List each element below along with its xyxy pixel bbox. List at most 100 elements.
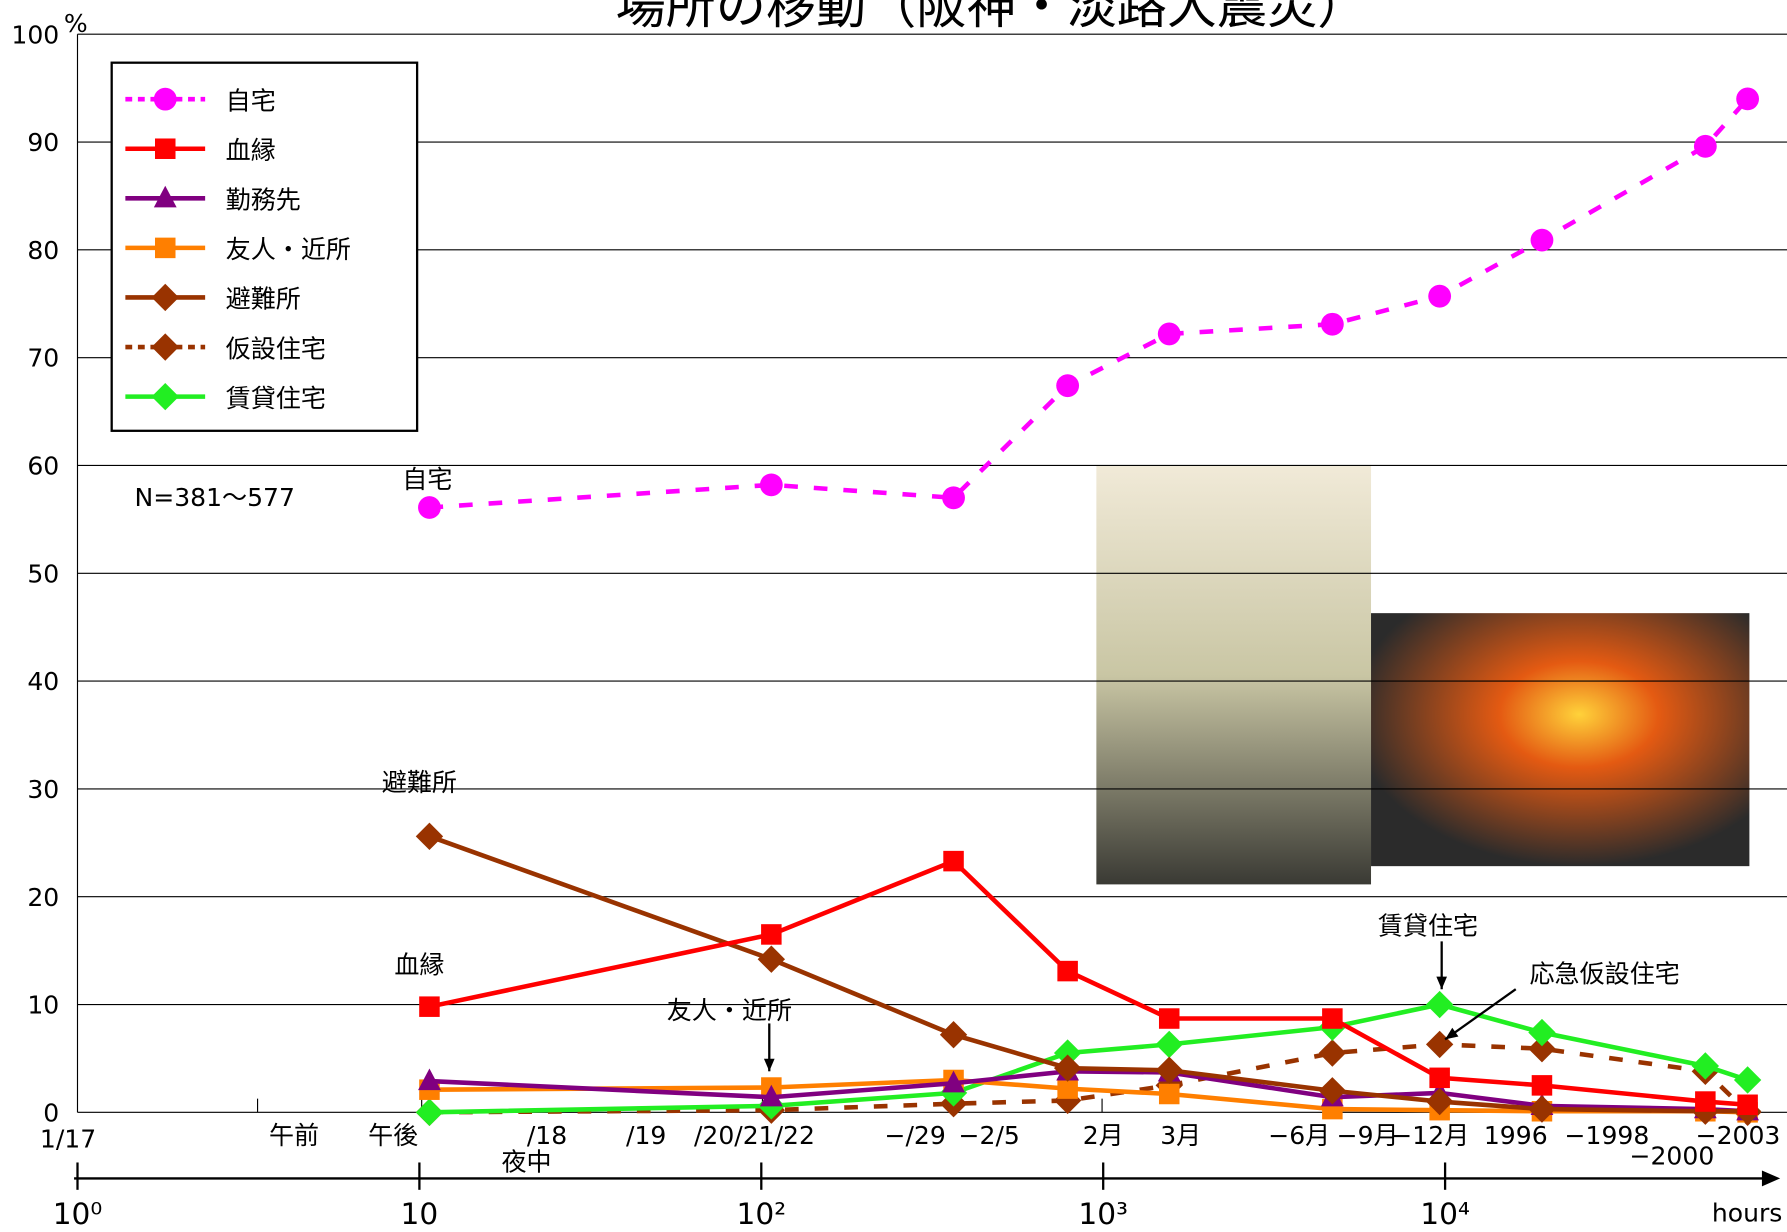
annotation: 賃貸住宅 <box>1378 912 1478 941</box>
y-tick-label: 60 <box>27 452 59 481</box>
point <box>942 1070 965 1093</box>
point <box>415 822 444 851</box>
series-line <box>429 97 1750 510</box>
point <box>1428 284 1452 308</box>
point <box>1158 1008 1180 1029</box>
x-tick-label: 10² <box>737 1196 787 1231</box>
legend-label: 血縁 <box>226 136 276 165</box>
photo-building <box>1096 464 1372 885</box>
point <box>1425 1087 1454 1116</box>
period-label: −/29 <box>884 1121 945 1150</box>
series-line <box>428 834 1748 1114</box>
point <box>1429 1067 1450 1089</box>
arrow-head <box>763 1058 775 1072</box>
y-tick-label: 90 <box>27 128 59 157</box>
period-label: 夜中 <box>501 1147 551 1176</box>
point <box>151 283 179 312</box>
annotation: 応急仮設住宅 <box>1529 959 1679 988</box>
y-tick-label: 100 <box>11 20 59 49</box>
arrow-head <box>1445 1027 1459 1040</box>
period-label: −2003 <box>1696 1121 1781 1150</box>
chart-title: 場所の移動（阪神・淡路大震災） <box>616 0 1368 35</box>
period-label: 3月 <box>1160 1121 1201 1150</box>
point <box>1531 1075 1553 1096</box>
legend-label: 賃貸住宅 <box>226 384 326 413</box>
point <box>943 850 964 872</box>
legend-label: 勤務先 <box>226 186 301 215</box>
annotation: 友人・近所 <box>667 996 792 1025</box>
point <box>1528 1095 1556 1123</box>
annotation: 自宅 <box>402 465 452 494</box>
legend-label: 友人・近所 <box>226 235 351 264</box>
point <box>759 473 783 497</box>
point <box>761 924 782 945</box>
point <box>154 138 176 159</box>
point <box>1155 1056 1183 1084</box>
point <box>939 1021 968 1049</box>
point <box>1322 1008 1343 1029</box>
annotation: 避難所 <box>382 768 457 797</box>
period-label: 1/17 <box>40 1125 96 1154</box>
y-tick-label: 10 <box>27 991 59 1020</box>
series-line <box>429 1069 1748 1114</box>
series-line <box>429 1002 1749 1115</box>
point <box>1155 1030 1183 1059</box>
period-label: /19 <box>626 1121 666 1150</box>
x-tick-label: 10 <box>401 1196 439 1231</box>
x-tick-label: 10⁴ <box>1420 1196 1470 1231</box>
point <box>759 1084 783 1107</box>
point <box>942 486 965 510</box>
point <box>1053 1054 1082 1082</box>
point <box>1056 374 1080 398</box>
period-label: −12月 <box>1391 1121 1469 1150</box>
point <box>1530 228 1554 252</box>
point <box>1695 1091 1716 1112</box>
point <box>1057 1078 1078 1099</box>
period-label: −9月 <box>1337 1121 1399 1150</box>
point <box>154 237 176 259</box>
x-label: hours <box>1712 1199 1782 1228</box>
y-tick-label: 0 <box>43 1098 59 1127</box>
point <box>418 1068 441 1091</box>
legend-label: 仮設住宅 <box>226 334 326 363</box>
point <box>1528 1035 1556 1063</box>
period-label: /18 <box>527 1121 567 1150</box>
period-label: 午前 <box>269 1121 319 1150</box>
point <box>1425 990 1454 1019</box>
point <box>153 185 177 208</box>
arrow <box>1444 988 1517 1041</box>
point <box>1318 1039 1347 1067</box>
point <box>1320 312 1344 336</box>
y-tick-label: 70 <box>27 344 59 373</box>
legend-label: 避難所 <box>226 285 301 314</box>
period-label: 2月 <box>1083 1121 1124 1150</box>
note: N=381～577 <box>134 483 294 512</box>
point <box>151 333 179 361</box>
point <box>153 87 177 111</box>
y-tick-label: 80 <box>27 236 59 265</box>
point <box>1736 87 1760 111</box>
x-tick-label: 10⁰ <box>53 1196 103 1231</box>
y-tick-label: 30 <box>27 775 59 804</box>
point <box>1053 1039 1082 1067</box>
x-tick-label: 10³ <box>1078 1196 1128 1231</box>
photo-fire <box>1371 613 1750 867</box>
point <box>1158 1083 1180 1105</box>
point <box>1733 1066 1762 1094</box>
y-tick-label: 20 <box>27 883 59 912</box>
period-label: −2/5 <box>959 1121 1020 1150</box>
point <box>757 945 786 973</box>
point <box>1691 1052 1720 1080</box>
period-label: −2000 <box>1629 1142 1714 1171</box>
y-tick-label: 50 <box>27 559 59 588</box>
period-label: 午後 <box>368 1121 418 1150</box>
point <box>1737 1094 1758 1116</box>
period-label: −1998 <box>1565 1121 1650 1150</box>
point <box>1318 1077 1347 1105</box>
period-label: 1996 <box>1484 1121 1548 1150</box>
point <box>1057 960 1078 982</box>
point <box>1693 134 1717 158</box>
series-line <box>428 858 1748 1108</box>
x-axis-arrow <box>1761 1170 1781 1187</box>
